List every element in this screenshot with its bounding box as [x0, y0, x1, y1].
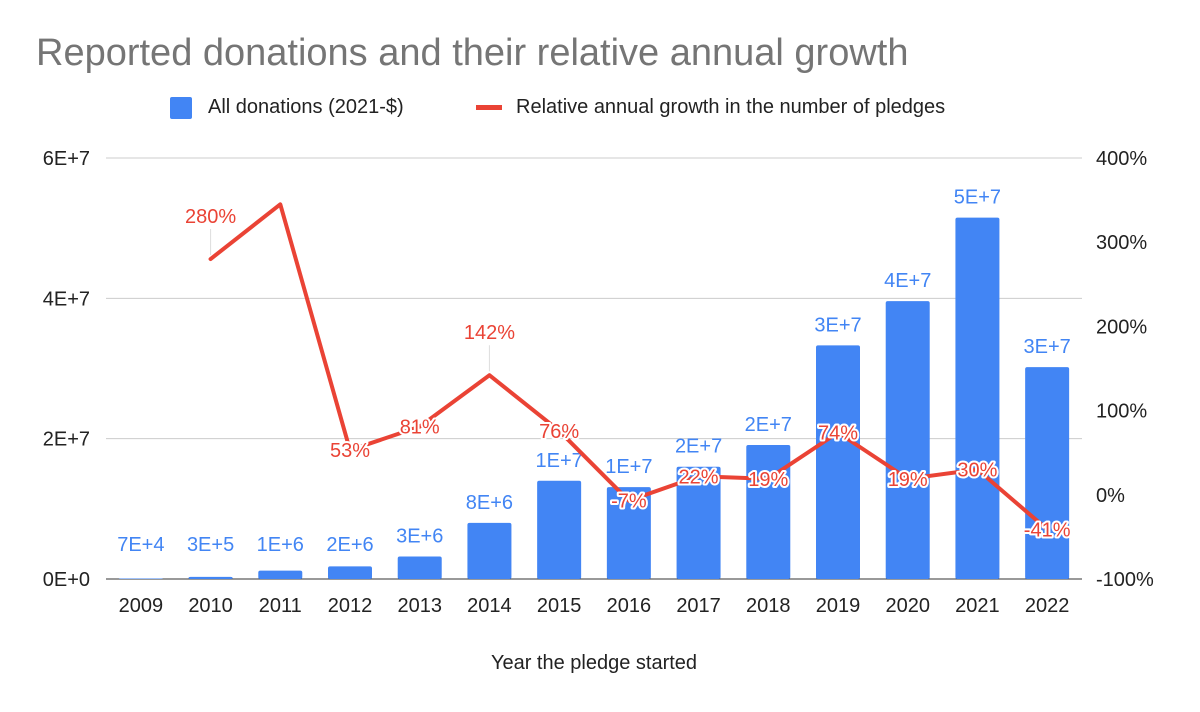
bar-data-label: 3E+5 [187, 534, 234, 556]
line-data-label: 19% [748, 469, 788, 491]
y-left-tick-label: 4E+7 [43, 288, 90, 310]
legend-label-growth: Relative annual growth in the number of … [516, 96, 946, 118]
line-data-label: 76% [539, 421, 579, 443]
bar [955, 217, 1000, 579]
bar-data-label: 4E+7 [884, 270, 931, 292]
y-right-tick-label: 400% [1096, 148, 1147, 170]
y-right-tick-label: 200% [1096, 316, 1147, 338]
line-data-label: -7% [611, 491, 647, 513]
bar-data-label: 3E+6 [396, 526, 443, 548]
line-data-label: 19% [888, 469, 928, 491]
legend-item-donations[interactable]: All donations (2021-$) [170, 96, 404, 119]
line-data-label: 81% [400, 417, 440, 439]
bar [537, 480, 582, 579]
bar-data-label: 7E+4 [117, 534, 164, 556]
growth-line [208, 202, 1050, 532]
line-data-label: 74% [818, 422, 858, 444]
bar [328, 566, 372, 579]
x-tick-label: 2012 [328, 595, 373, 617]
bar-data-label: 2E+6 [326, 534, 373, 556]
bar-data-label: 2E+7 [675, 436, 722, 458]
x-tick-label: 2020 [885, 595, 930, 617]
x-tick-label: 2018 [746, 595, 791, 617]
line-data-label: -41% [1024, 519, 1071, 541]
bar [188, 576, 233, 579]
bar [467, 522, 512, 579]
x-tick-label: 2017 [676, 595, 721, 617]
line-data-label: 53% [330, 440, 370, 462]
x-tick-label: 2009 [119, 595, 164, 617]
y-left-tick-label: 6E+7 [43, 148, 90, 170]
bar-data-label: 1E+7 [605, 456, 652, 478]
y-left-tick-label: 0E+0 [43, 569, 90, 591]
bar [1025, 367, 1070, 579]
legend-item-growth[interactable]: Relative annual growth in the number of … [476, 96, 945, 119]
x-tick-label: 2011 [259, 595, 302, 617]
bar-data-label: 3E+7 [814, 314, 861, 336]
line-data-label: 30% [957, 460, 997, 482]
x-tick-label: 2021 [955, 595, 1000, 617]
bar-data-label: 3E+7 [1024, 336, 1071, 358]
bar [397, 556, 442, 579]
x-tick-label: 2019 [816, 595, 861, 617]
bar [746, 444, 791, 579]
x-tick-label: 2013 [397, 595, 442, 617]
bar-data-label: 1E+6 [257, 534, 304, 556]
x-tick-label: 2015 [537, 595, 582, 617]
x-tick-label: 2010 [188, 595, 233, 617]
x-tick-label: 2014 [467, 595, 512, 617]
bar [606, 487, 651, 579]
bar [676, 466, 721, 579]
line-data-label: 142% [464, 322, 515, 344]
legend-swatch-donations [170, 96, 192, 119]
bar-data-label: 5E+7 [954, 187, 1001, 209]
y-right-tick-label: -100% [1096, 569, 1154, 591]
x-axis-title: Year the pledge started [490, 652, 698, 674]
chart-title: Reported donations and their relative an… [36, 32, 909, 74]
legend-swatch-growth [476, 105, 502, 110]
bar [258, 570, 303, 579]
y-right-tick-label: 300% [1096, 232, 1147, 254]
x-tick-label: 2022 [1025, 595, 1070, 617]
y-right-tick-label: 100% [1096, 401, 1147, 423]
x-tick-label: 2016 [607, 595, 652, 617]
line-data-label: 22% [679, 466, 719, 488]
legend: All donations (2021-$) Relative annual g… [0, 96, 1200, 126]
bar-data-label: 8E+6 [466, 492, 513, 514]
y-left-tick-label: 2E+7 [43, 429, 90, 451]
bar-data-label: 2E+7 [745, 414, 792, 436]
bar [885, 301, 930, 579]
bar-data-label: 1E+7 [536, 450, 583, 472]
line-data-label: 280% [185, 206, 236, 228]
legend-label-donations: All donations (2021-$) [208, 96, 404, 118]
y-right-tick-label: 0% [1096, 485, 1125, 507]
bar [816, 345, 860, 579]
